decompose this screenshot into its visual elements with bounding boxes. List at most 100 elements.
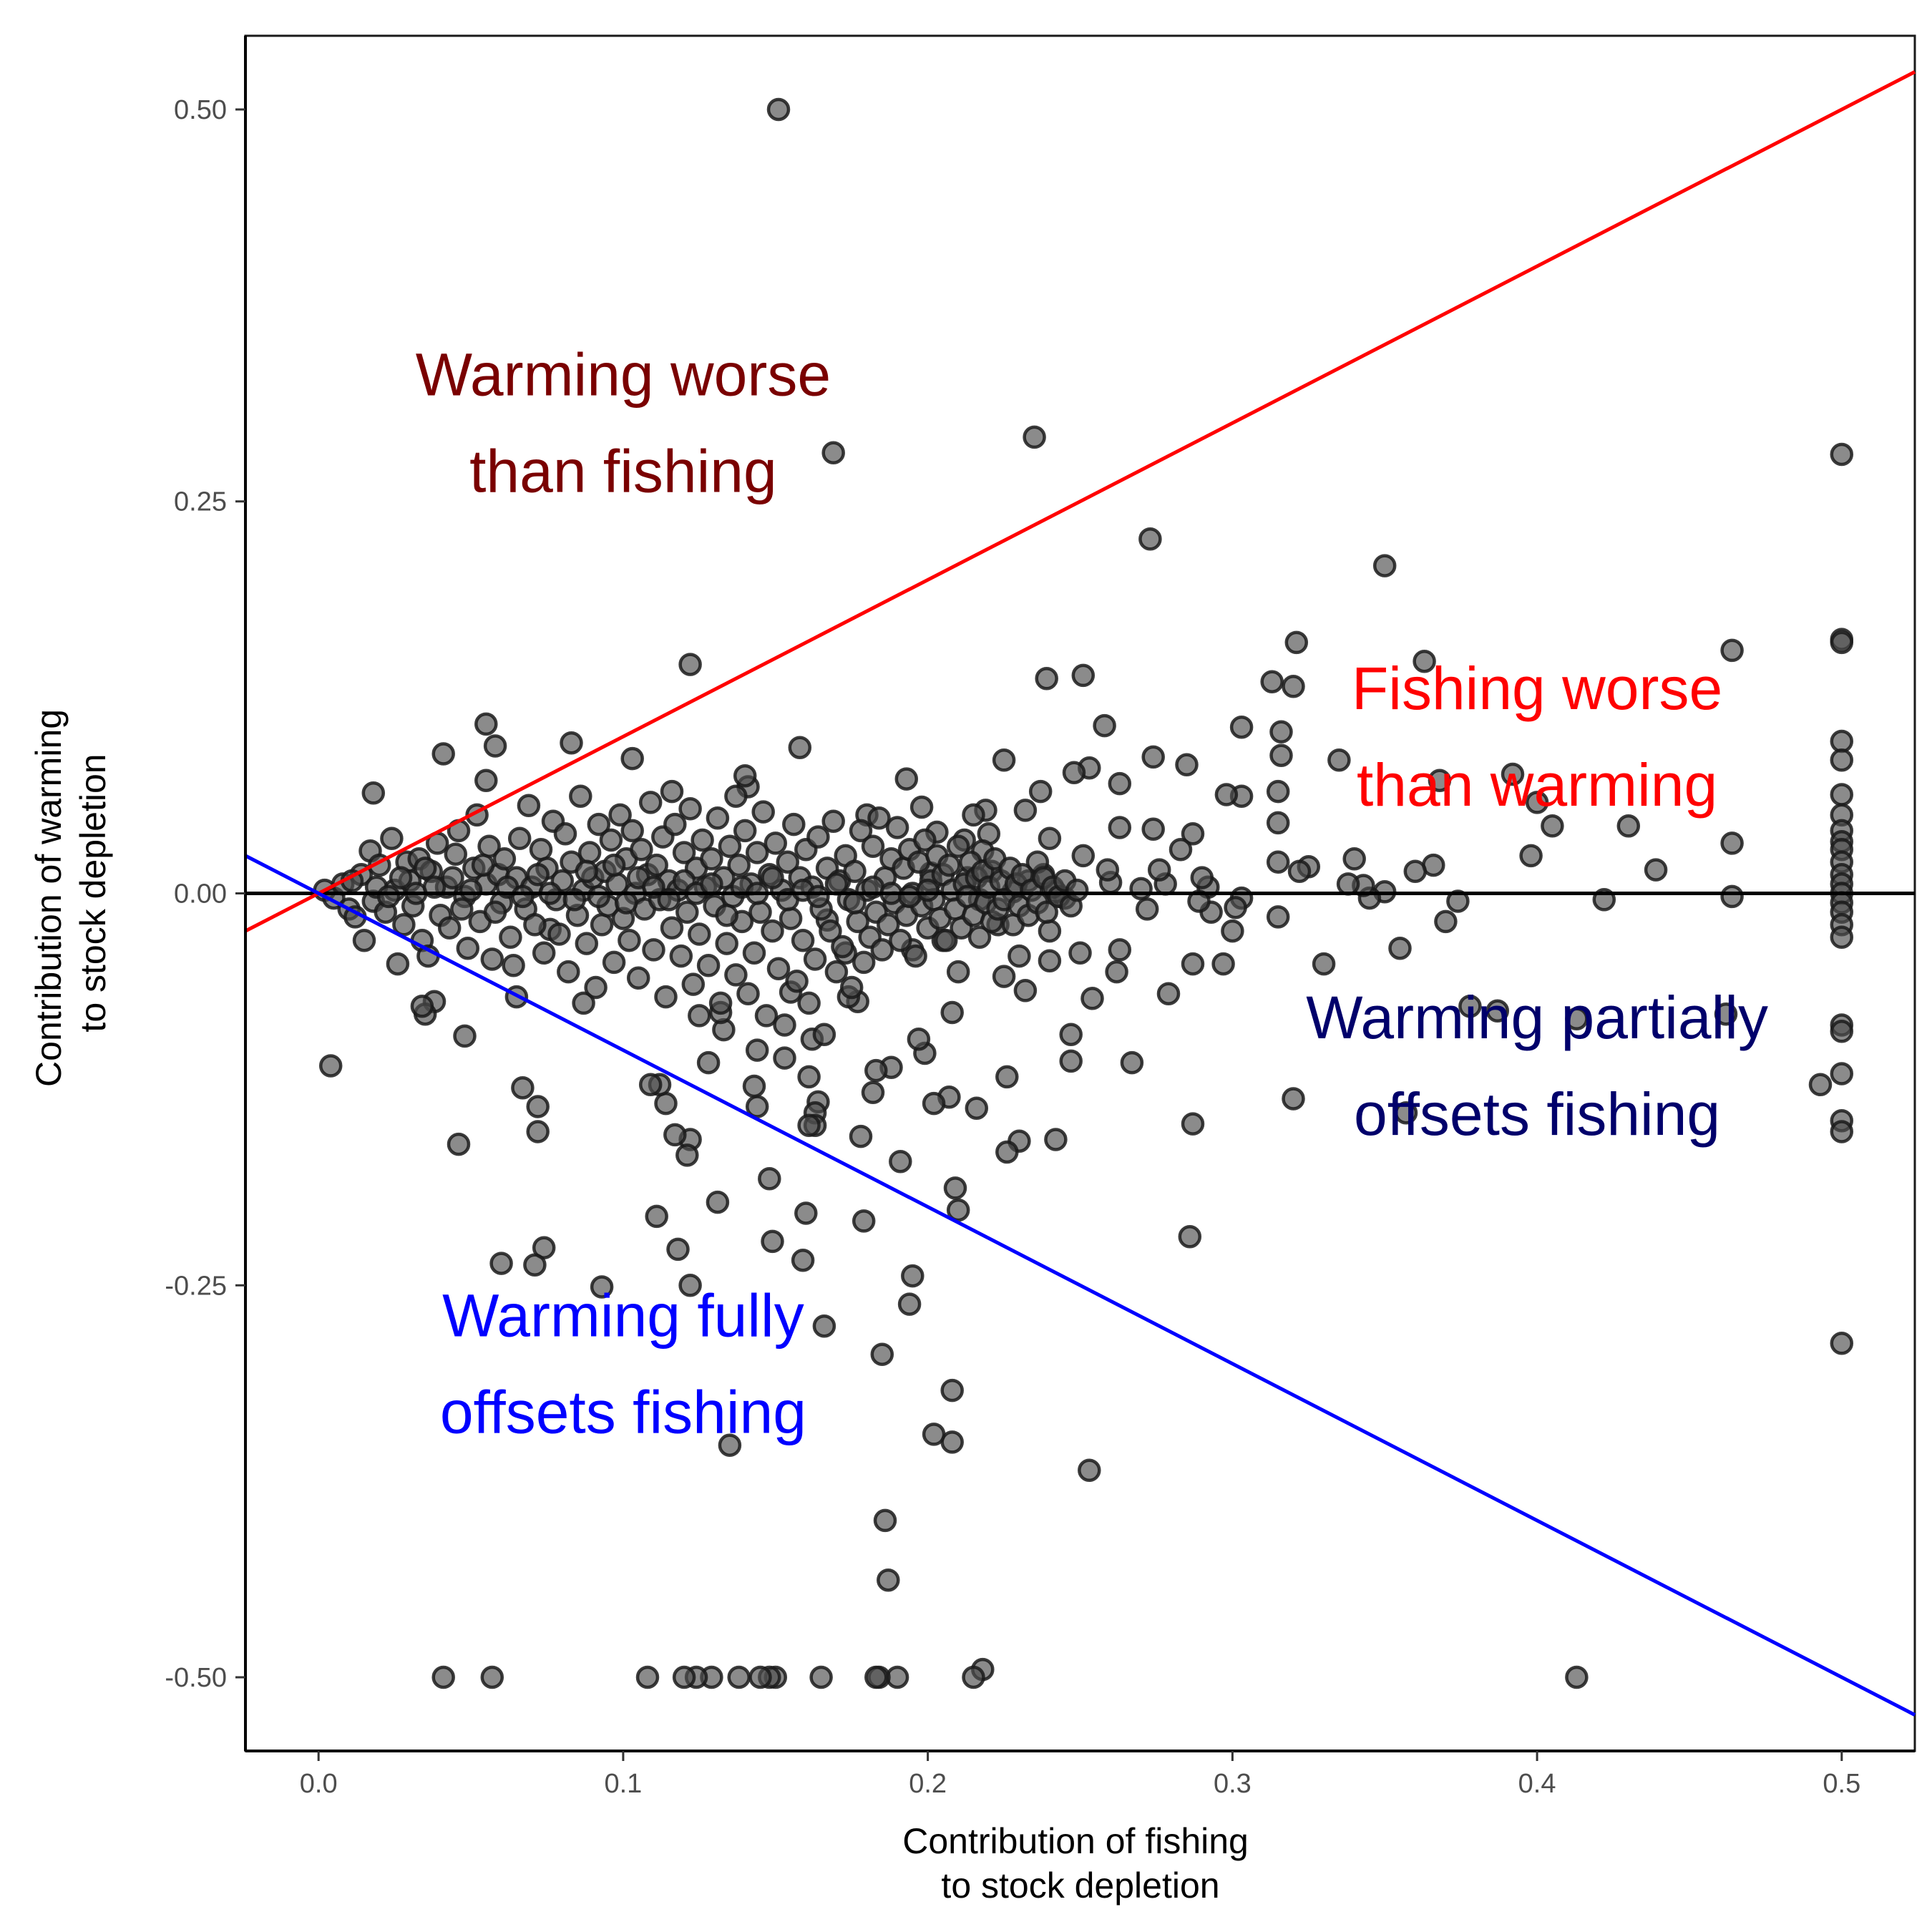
data-point [654, 1091, 678, 1116]
data-point [1211, 952, 1235, 976]
data-point [1830, 1020, 1854, 1043]
data-point [599, 828, 623, 852]
data-point [1485, 999, 1510, 1023]
x-axis-ticks: 0.0 0.1 0.2 0.3 0.4 0.5 [300, 1751, 1860, 1799]
data-point [678, 1274, 702, 1297]
data-point [766, 957, 791, 980]
data-point [431, 742, 455, 766]
data-point [675, 900, 699, 924]
data-point [934, 928, 958, 952]
data-point [529, 837, 553, 862]
data-point [995, 1065, 1019, 1089]
data-point [517, 794, 541, 818]
data-point [1266, 905, 1290, 929]
y-axis-title-line-2: to stock depletion [73, 753, 113, 1032]
data-point [965, 1096, 989, 1120]
data-point [1059, 1023, 1083, 1046]
data-point [706, 806, 730, 830]
region-label: Warming worse than fishing [416, 341, 831, 505]
data-point [913, 828, 937, 852]
y-axis-title-line-1: Contribution of warming [29, 709, 69, 1087]
data-point [806, 825, 830, 849]
data-point [763, 831, 788, 855]
data-point [1071, 844, 1096, 868]
data-point [489, 1252, 513, 1275]
data-point [727, 853, 751, 877]
data-point [870, 1342, 894, 1366]
data-point [1413, 649, 1436, 673]
data-point [376, 884, 401, 909]
points-layer [313, 97, 1854, 1689]
data-point [688, 1004, 711, 1028]
data-point [992, 748, 1016, 772]
data-point [831, 935, 854, 959]
data-point [794, 1201, 818, 1225]
x-tick-label: 0.5 [1823, 1769, 1860, 1799]
reference-lines [244, 70, 1916, 1717]
data-point [1266, 811, 1290, 835]
x-axis-title-line-2: to stock depletion [941, 1865, 1219, 1906]
data-point [557, 960, 580, 984]
data-point [1038, 949, 1062, 972]
data-point [791, 1248, 815, 1272]
data-point [894, 767, 919, 791]
data-point [483, 734, 507, 758]
data-point [1519, 844, 1543, 868]
data-point [821, 809, 845, 833]
data-point [696, 1050, 721, 1075]
data-point [526, 1120, 550, 1143]
data-point [962, 1665, 985, 1689]
data-point [1266, 779, 1290, 804]
data-point [877, 1568, 900, 1592]
data-point [1175, 753, 1199, 777]
data-point [1169, 837, 1193, 862]
data-point [572, 991, 595, 1015]
data-point [523, 1253, 547, 1277]
data-point [733, 819, 757, 843]
data-point [1190, 866, 1214, 889]
data-point [642, 938, 665, 962]
negative-slope-line [244, 854, 1916, 1717]
data-point [392, 913, 416, 937]
data-point [1565, 1007, 1589, 1031]
data-point [587, 884, 611, 909]
data-point [526, 1095, 550, 1118]
data-point [1065, 878, 1089, 902]
data-point [773, 1046, 796, 1070]
data-point [380, 826, 404, 851]
data-point [819, 919, 842, 943]
data-point [885, 816, 909, 839]
data-point [839, 975, 864, 1000]
data-point [715, 903, 738, 927]
region-label-line: Fishing worse [1352, 655, 1722, 722]
data-point [532, 941, 556, 965]
data-point [824, 872, 849, 896]
data-point [736, 982, 760, 1005]
y-tick-label: 0.00 [174, 879, 227, 909]
data-point [691, 828, 714, 852]
data-point [1830, 748, 1854, 772]
data-point [785, 969, 809, 993]
data-point [812, 1314, 836, 1338]
data-point [943, 1176, 967, 1200]
data-point [1078, 1458, 1101, 1483]
plot-panel: Warming worse than fishing Fishing worse th… [244, 34, 1916, 1752]
data-point [1135, 897, 1159, 921]
data-point [675, 1143, 699, 1167]
data-point [361, 781, 386, 805]
data-point [889, 928, 912, 952]
data-point [638, 1073, 663, 1097]
data-point [389, 866, 413, 889]
data-point [450, 897, 474, 921]
data-point [672, 841, 696, 864]
data-point [626, 966, 650, 990]
y-tick-label: -0.25 [165, 1271, 227, 1301]
region-label-line: than warming [1357, 751, 1717, 819]
data-point [916, 878, 940, 902]
data-point [456, 936, 480, 960]
data-point [480, 1665, 504, 1689]
data-point [946, 1198, 970, 1222]
data-point [962, 803, 985, 827]
data-point [861, 834, 885, 859]
